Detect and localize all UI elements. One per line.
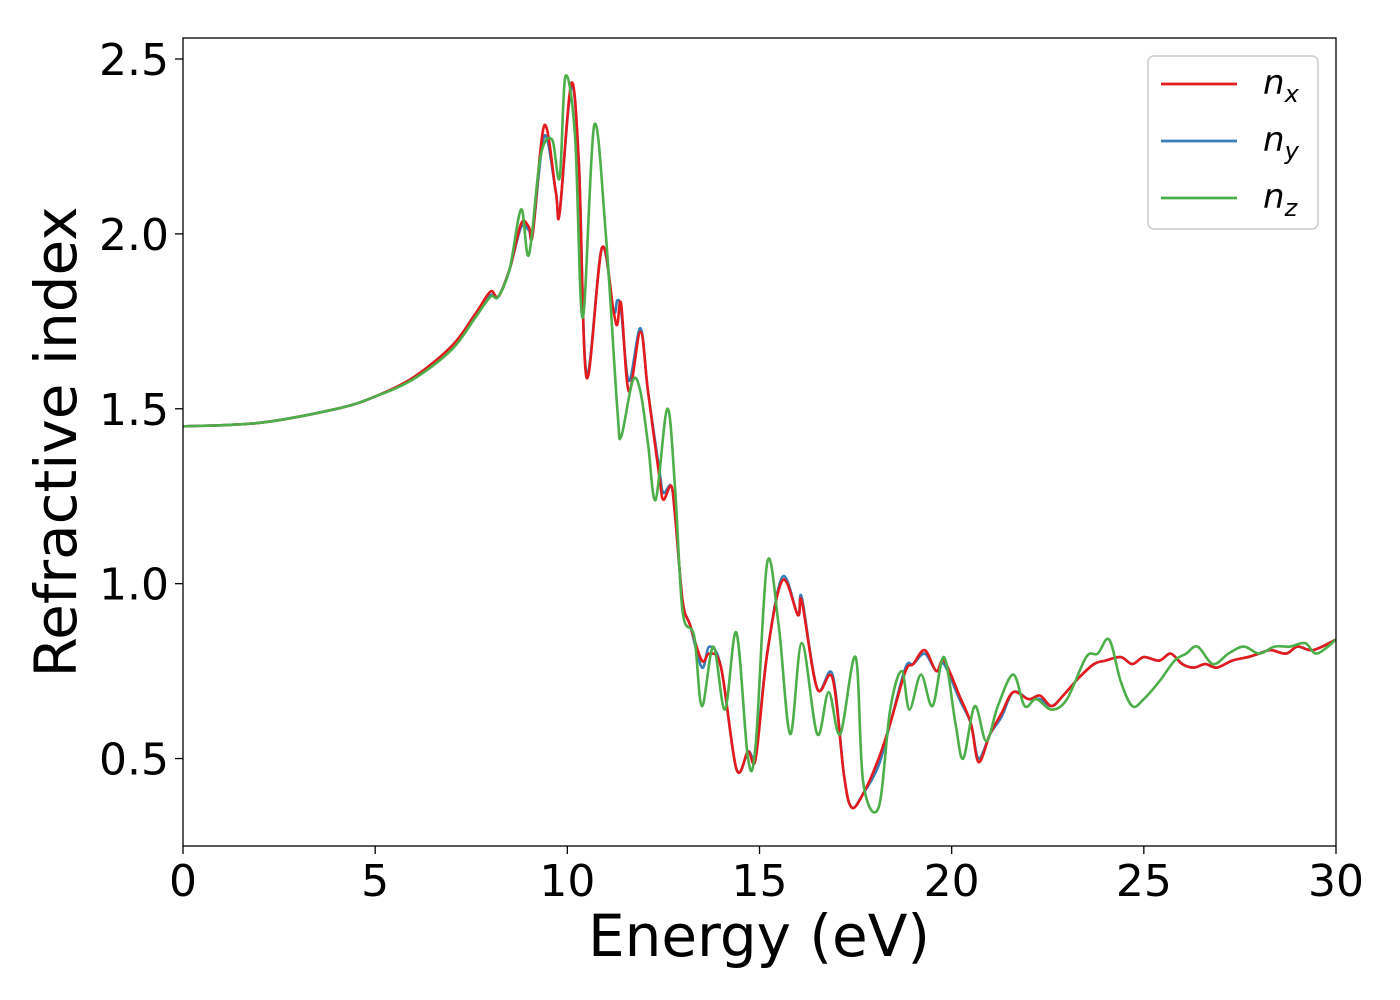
legend-label-nx: nx (1263, 63, 1300, 108)
x-axis: 0 5 10 15 20 25 30 (169, 846, 1364, 907)
x-axis-label: Energy (eV) (588, 902, 930, 970)
x-tick-label: 15 (732, 856, 788, 907)
y-tick-label: 1.0 (99, 560, 169, 611)
y-tick-label: 0.5 (99, 735, 169, 786)
legend-frame (1147, 55, 1319, 230)
legend: nx ny nz (1147, 55, 1319, 230)
x-tick-label: 30 (1308, 856, 1364, 907)
y-tick-label: 1.5 (99, 385, 169, 436)
x-tick-label: 5 (361, 856, 389, 907)
legend-label-nz: nz (1263, 177, 1299, 222)
x-tick-label: 25 (1116, 856, 1172, 907)
series-layer (183, 74, 1336, 814)
y-tick-label: 2.5 (99, 35, 169, 86)
x-tick-label: 10 (539, 856, 595, 907)
x-tick-label: 20 (924, 856, 980, 907)
y-tick-label: 2.0 (99, 210, 169, 261)
y-axis: 0.5 1.0 1.5 2.0 2.5 (99, 35, 183, 786)
x-tick-label: 0 (169, 856, 197, 907)
y-axis-label: Refractive index (22, 206, 90, 677)
plot-area (182, 37, 1337, 847)
legend-label-ny: ny (1263, 120, 1300, 165)
series-line-nx (183, 81, 1336, 810)
series-line-nz (183, 74, 1336, 814)
